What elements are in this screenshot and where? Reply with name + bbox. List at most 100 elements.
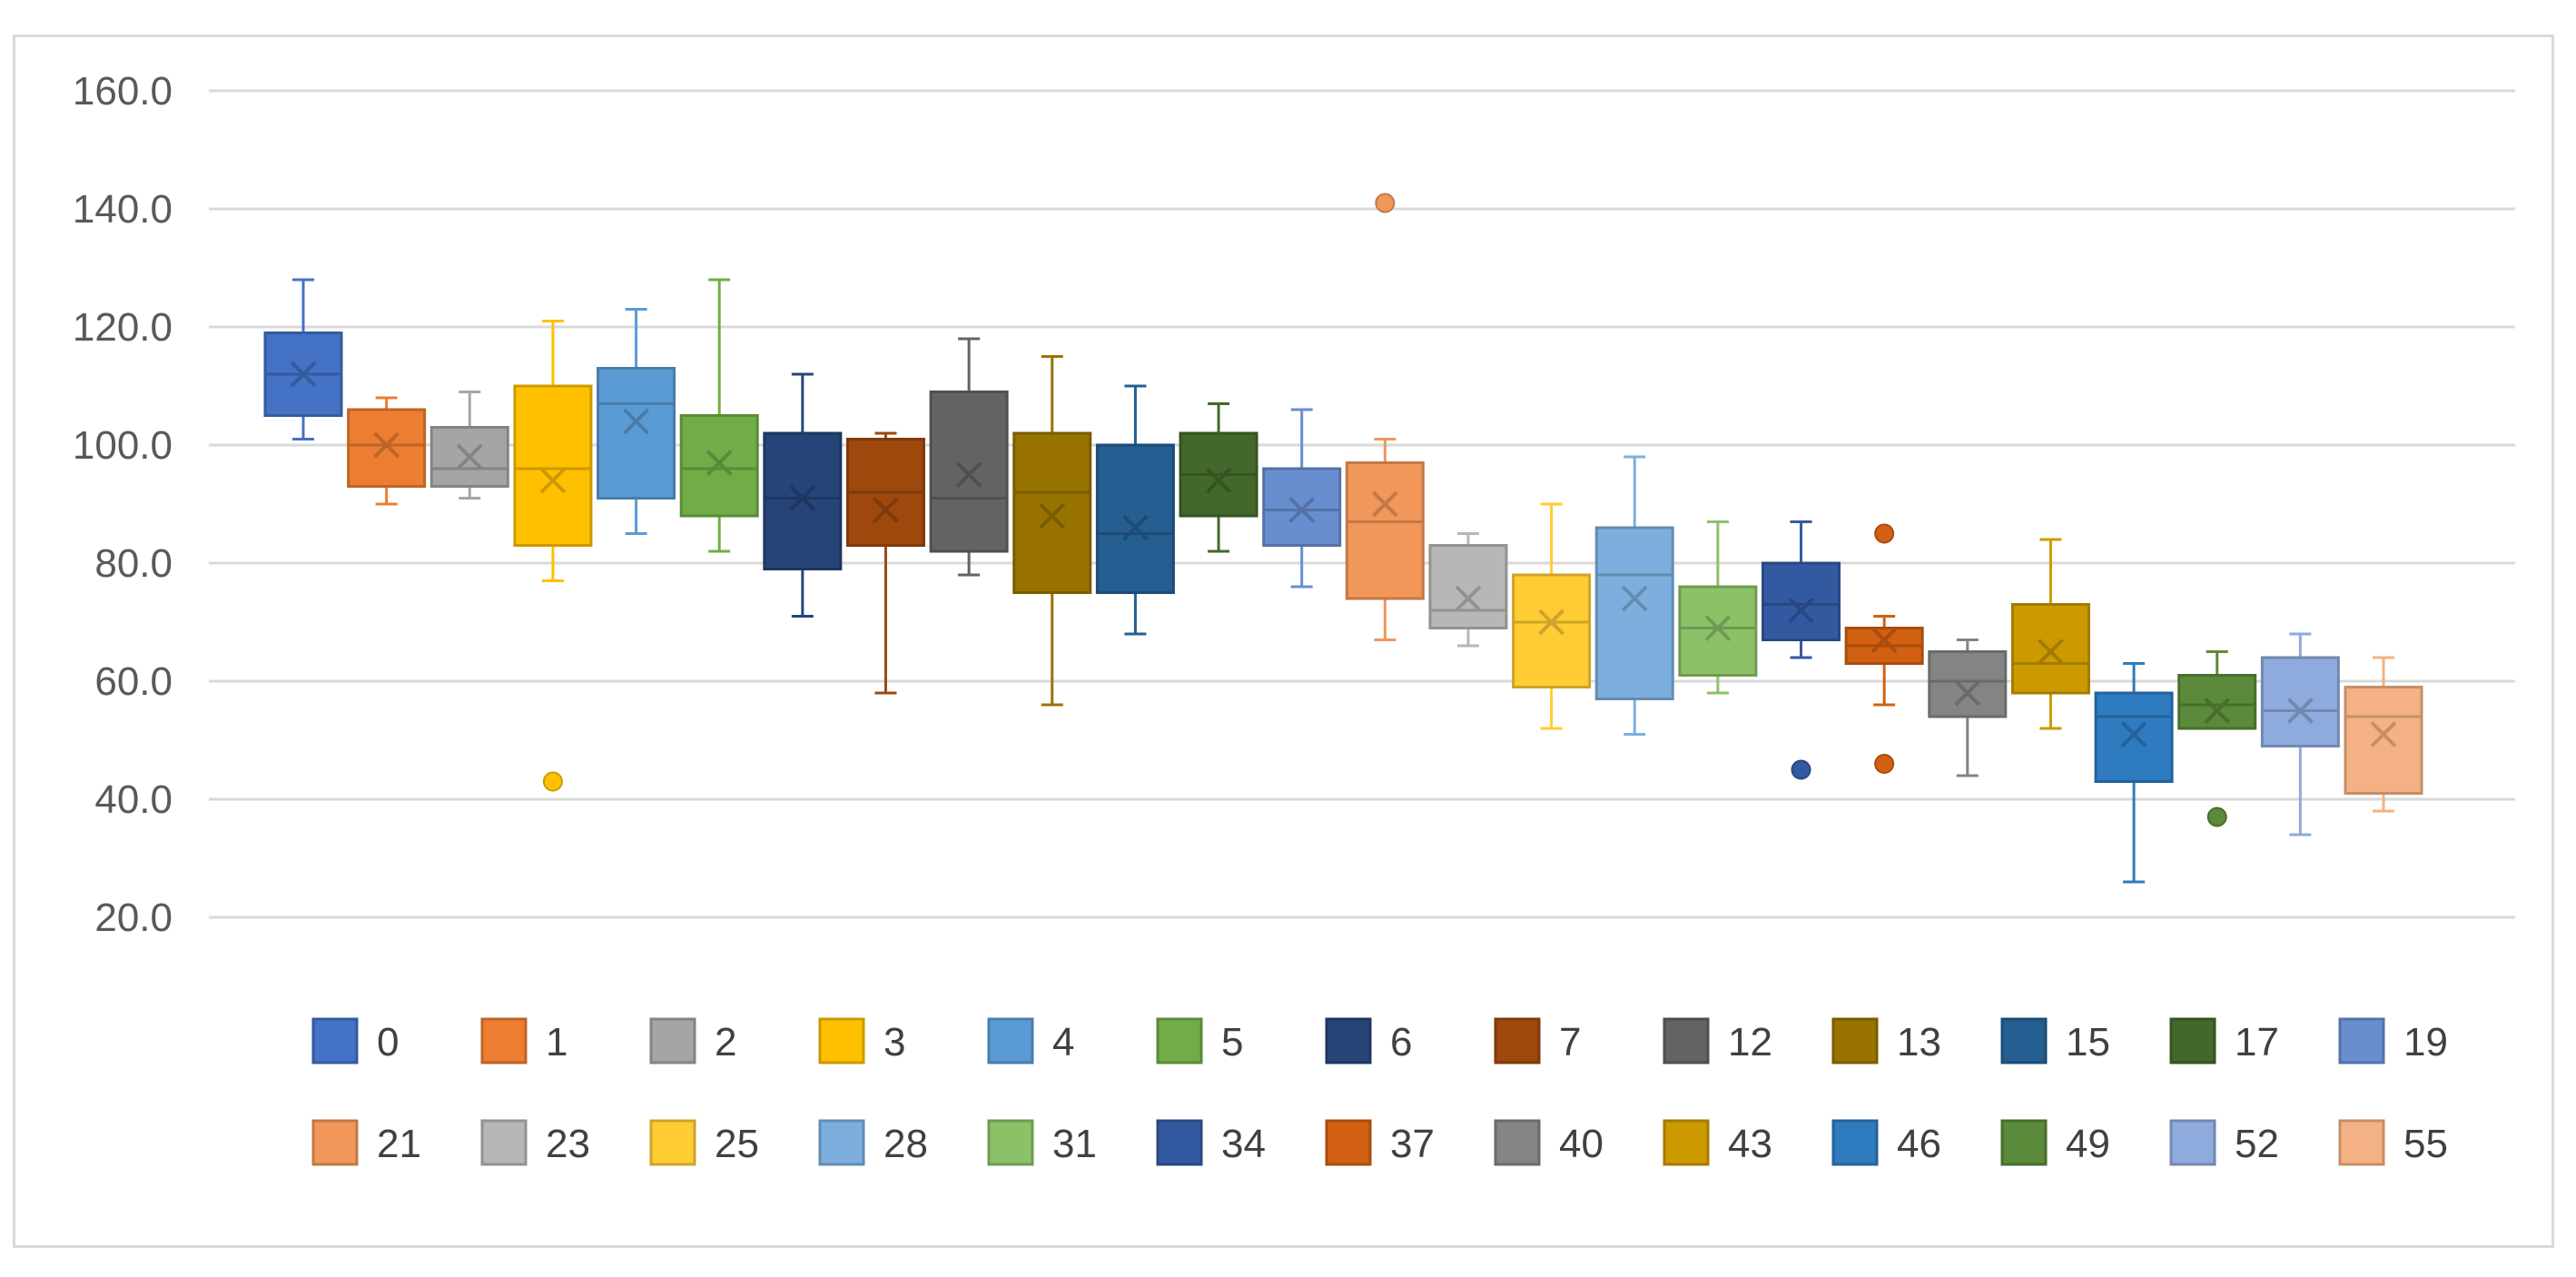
legend-swatch: [311, 1119, 359, 1166]
legend-label: 1: [546, 1020, 568, 1064]
box-iqr: [597, 367, 676, 500]
y-tick-label: 20.0: [94, 896, 173, 940]
box-series-6: [763, 372, 843, 618]
box-iqr: [2094, 691, 2174, 783]
mean-marker: [2286, 698, 2314, 724]
legend-label: 7: [1559, 1020, 1581, 1064]
legend-item-17: 17: [2169, 1017, 2279, 1064]
y-tick-label: 160.0: [73, 69, 173, 114]
box-series-2: [429, 391, 509, 500]
outlier-point: [542, 771, 563, 792]
box-iqr: [1928, 650, 2008, 718]
legend-item-55: 55: [2338, 1119, 2448, 1166]
legend-label: 15: [2066, 1020, 2110, 1064]
legend-label: 19: [2403, 1020, 2448, 1064]
legend-label: 23: [546, 1122, 590, 1166]
legend-item-28: 28: [818, 1119, 928, 1166]
mean-marker: [1954, 679, 1981, 707]
box-iqr: [679, 414, 759, 518]
outlier-point: [1791, 759, 1811, 780]
legend-swatch: [987, 1119, 1034, 1166]
mean-marker: [1288, 497, 1316, 523]
legend-label: 28: [883, 1122, 928, 1166]
legend-item-34: 34: [1156, 1119, 1266, 1166]
box-series-40: [1928, 638, 2008, 777]
legend-swatch: [987, 1017, 1034, 1064]
legend-item-3: 3: [818, 1017, 905, 1064]
legend-label: 37: [1390, 1122, 1435, 1166]
box-series-19: [1262, 408, 1342, 589]
mean-marker: [539, 467, 567, 494]
legend-item-4: 4: [987, 1017, 1074, 1064]
legend-swatch: [2169, 1017, 2216, 1064]
y-tick-label: 40.0: [94, 777, 173, 822]
box-iqr: [1762, 561, 1841, 641]
box-series-37: [1844, 523, 1924, 774]
box-series-23: [1428, 532, 1508, 648]
box-series-46: [2094, 662, 2174, 884]
mean-marker: [706, 450, 733, 476]
box-iqr: [2344, 686, 2423, 795]
legend-swatch: [1831, 1017, 1879, 1064]
box-series-5: [679, 278, 759, 553]
legend-item-13: 13: [1831, 1017, 1941, 1064]
outlier-point: [1375, 193, 1396, 213]
legend-swatch: [2338, 1119, 2385, 1166]
legend-swatch: [311, 1017, 359, 1064]
mean-marker: [1039, 502, 1066, 530]
mean-marker: [1121, 514, 1149, 541]
box-iqr: [1428, 544, 1508, 629]
mean-marker: [1704, 615, 1732, 641]
legend-label: 46: [1897, 1122, 1941, 1166]
legend-label: 5: [1221, 1020, 1243, 1064]
legend-swatch: [480, 1119, 528, 1166]
legend-swatch: [1494, 1119, 1541, 1166]
mean-marker: [373, 431, 400, 459]
mean-marker: [2204, 698, 2231, 724]
mean-marker: [623, 408, 649, 435]
legend-label: 21: [377, 1122, 421, 1166]
mean-marker: [1538, 609, 1565, 636]
box-iqr: [763, 431, 843, 570]
box-series-43: [2010, 538, 2090, 730]
legend-item-6: 6: [1325, 1017, 1412, 1064]
box-iqr: [1678, 585, 1758, 677]
y-tick-label: 100.0: [73, 423, 173, 468]
mean-marker: [1788, 597, 1814, 624]
y-tick-label: 60.0: [94, 659, 173, 704]
legend-item-31: 31: [987, 1119, 1097, 1166]
legend-swatch: [480, 1017, 528, 1064]
legend-label: 4: [1052, 1020, 1074, 1064]
legend-swatch: [649, 1017, 696, 1064]
legend-label: 6: [1390, 1020, 1412, 1064]
mean-marker: [2038, 638, 2064, 665]
legend-swatch: [2000, 1119, 2048, 1166]
legend-label: 55: [2403, 1122, 2448, 1166]
legend-item-7: 7: [1494, 1017, 1581, 1064]
legend-swatch: [2169, 1119, 2216, 1166]
box-iqr: [929, 391, 1009, 553]
box-iqr: [2260, 656, 2340, 747]
legend-item-37: 37: [1325, 1119, 1435, 1166]
box-series-52: [2260, 632, 2340, 836]
legend-swatch: [1663, 1119, 1710, 1166]
box-iqr: [347, 408, 427, 488]
mean-marker: [789, 485, 816, 511]
box-series-1: [347, 396, 427, 506]
box-series-7: [845, 431, 925, 695]
legend-swatch: [1494, 1017, 1541, 1064]
legend-label: 25: [715, 1122, 759, 1166]
y-tick-label: 120.0: [73, 305, 173, 350]
legend-label: 52: [2235, 1122, 2279, 1166]
legend-swatch: [1325, 1017, 1372, 1064]
legend-item-1: 1: [480, 1017, 568, 1064]
box-iqr: [2010, 603, 2090, 695]
box-series-55: [2344, 656, 2423, 813]
box-iqr: [1512, 573, 1592, 688]
legend-label: 12: [1728, 1020, 1772, 1064]
boxes: [263, 193, 2423, 884]
y-tick-label: 140.0: [73, 187, 173, 232]
mean-marker: [2120, 721, 2147, 747]
